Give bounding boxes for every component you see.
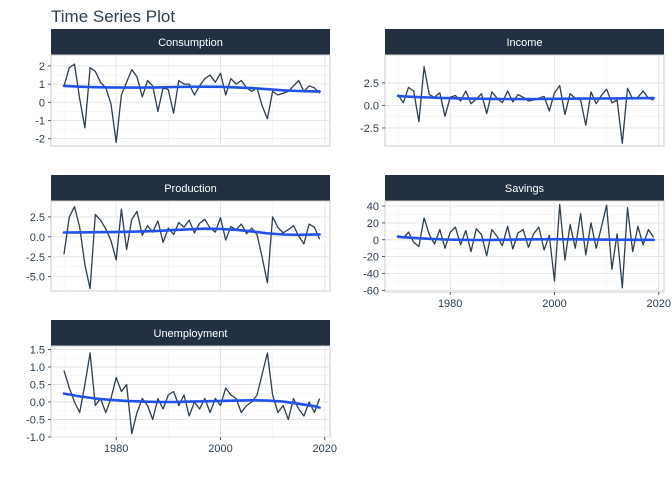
y-tick-label: 2 [39,61,45,73]
x-tick-label: 1980 [438,298,462,310]
panel-background [384,200,665,293]
trend-line-income [396,94,655,101]
y-tick-label: -20 [363,252,379,264]
y-tick-label: 1.0 [30,362,45,374]
trend-line-production [62,227,321,237]
x-tick-label: 1980 [104,443,128,455]
trend-line-consumption [62,84,321,93]
facet-strip-label: Income [506,37,542,49]
series-line-consumption [63,63,321,144]
y-tick-label: 40 [367,201,379,213]
y-tick-label: 0.0 [30,397,45,409]
y-tick-label: 0.5 [30,380,45,392]
y-tick-label: 20 [367,218,379,230]
x-tick-label: 2000 [542,298,566,310]
facet-strip-label: Savings [505,183,545,195]
series-line-unemployment [63,352,321,435]
trend-line-savings [396,235,655,242]
x-tick-label: 2020 [313,443,337,455]
y-tick-label: 1.5 [30,345,45,357]
panel-background [384,54,665,147]
chart-title: Time Series Plot [51,7,175,26]
facet-strip [51,175,330,201]
panel-consumption: Consumption -2 -1 0 1 2 [35,29,331,147]
panel-savings: Savings -60 -40 -20 0 20 40 1980 2000 2020 [363,175,671,310]
y-tick-label: -40 [363,268,379,280]
trend-line-unemployment [62,392,321,409]
y-tick-label: 2.5 [30,212,45,224]
facet-strip-label: Production [164,183,217,195]
y-tick-label: -1 [35,116,45,128]
facet-strip [51,320,330,346]
facet-strip [51,29,330,55]
y-tick-label: 0 [373,235,379,247]
facet-strip-label: Unemployment [154,328,228,340]
panel-background [50,345,331,438]
y-tick-label: -60 [363,285,379,297]
facet-strip-label: Consumption [158,37,223,49]
facet-strip [385,29,664,55]
y-tick-label: 2.5 [364,78,379,90]
facet-strip [385,175,664,201]
y-tick-label: 0.0 [364,100,379,112]
y-tick-label: 0.0 [30,232,45,244]
x-tick-label: 2000 [208,443,232,455]
y-tick-label: -0.5 [26,415,45,427]
y-tick-label: 1 [39,79,45,91]
y-tick-label: -2.5 [26,252,45,264]
panel-income: Income -2.5 0.0 2.5 [360,29,665,147]
y-tick-label: -2 [35,134,45,146]
x-tick-label: 2020 [647,298,671,310]
panel-unemployment: Unemployment -1.0 -0.5 0.0 0.5 1.0 1.5 1980 2000… [26,320,337,455]
y-tick-label: -2.5 [360,123,379,135]
y-tick-label: -1.0 [26,432,45,444]
y-tick-label: -5.0 [26,272,45,284]
y-tick-label: 0 [39,97,45,109]
panel-background [50,54,331,147]
panel-production: Production -5.0 -2.5 0.0 2.5 [26,175,331,292]
